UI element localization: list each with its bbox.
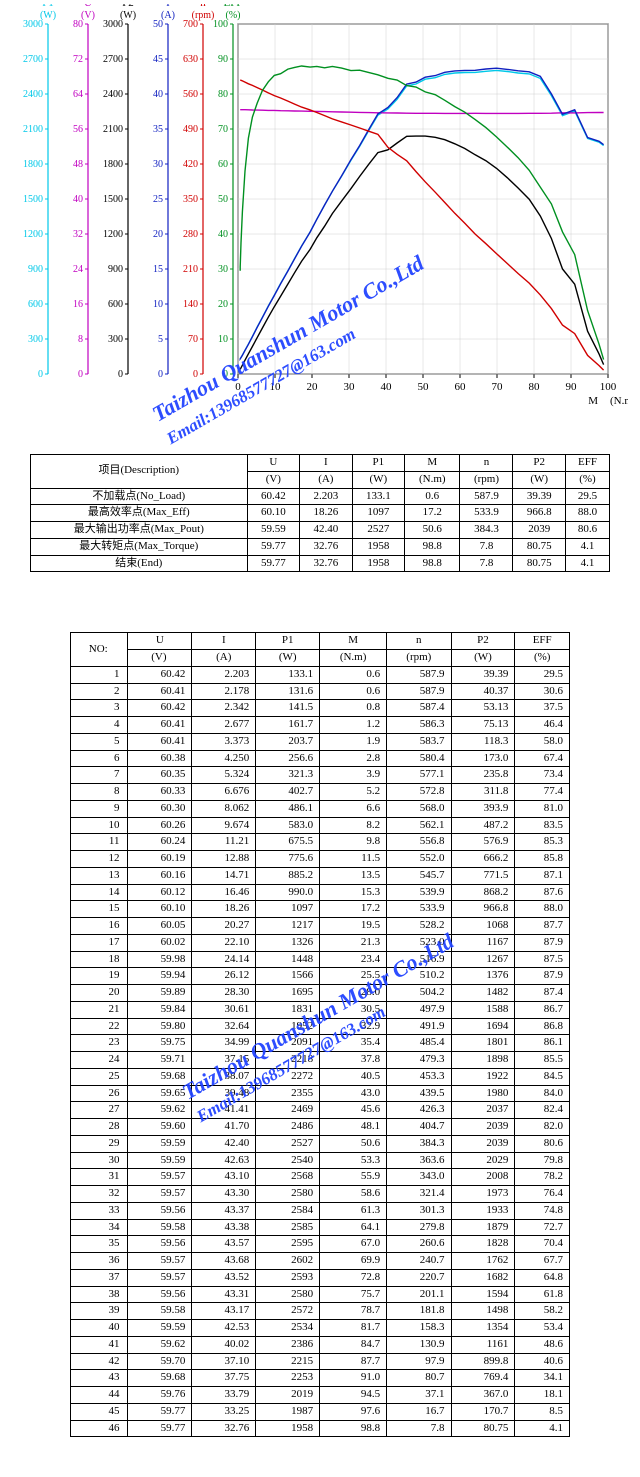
svg-text:10: 10 [270,381,282,393]
svg-text:70: 70 [188,334,198,345]
svg-text:300: 300 [28,334,43,345]
svg-text:10: 10 [218,334,228,345]
svg-text:30: 30 [344,381,356,393]
summary-table: 项目(Description)UIP1MnP2EFF(V)(A)(W)(N.m)… [30,454,610,572]
svg-text:1800: 1800 [23,159,43,170]
svg-text:60: 60 [455,381,467,393]
svg-text:2700: 2700 [23,54,43,65]
svg-text:1500: 1500 [23,194,43,205]
svg-text:490: 490 [183,124,198,135]
performance-chart: 0102030405060708090100M(N.m)P1(W)0300600… [8,4,628,424]
data-table: NO:UIP1MnP2EFF(V)(A)(W)(N.m)(rpm)(W)(%)1… [70,632,570,1437]
svg-text:900: 900 [28,264,43,275]
svg-text:P2: P2 [122,4,134,9]
svg-text:3000: 3000 [103,19,123,30]
svg-text:70: 70 [218,124,228,135]
svg-text:40: 40 [381,381,393,393]
svg-text:1200: 1200 [23,229,43,240]
svg-text:M: M [588,395,598,407]
svg-text:90: 90 [218,54,228,65]
svg-text:U: U [84,4,92,9]
svg-text:140: 140 [183,299,198,310]
svg-text:50: 50 [153,19,163,30]
svg-text:100: 100 [213,19,228,30]
svg-text:1200: 1200 [103,229,123,240]
svg-text:20: 20 [218,299,228,310]
svg-text:P1: P1 [42,4,54,9]
svg-text:I: I [166,4,170,9]
svg-text:700: 700 [183,19,198,30]
svg-text:630: 630 [183,54,198,65]
svg-text:0: 0 [78,369,83,380]
svg-text:30: 30 [153,159,163,170]
svg-text:2400: 2400 [23,89,43,100]
svg-text:50: 50 [418,381,430,393]
svg-text:350: 350 [183,194,198,205]
svg-text:20: 20 [153,229,163,240]
svg-text:0: 0 [235,381,241,393]
svg-text:(V): (V) [81,10,95,21]
svg-text:3000: 3000 [23,19,43,30]
svg-text:0: 0 [158,369,163,380]
svg-text:80: 80 [218,89,228,100]
svg-text:600: 600 [28,299,43,310]
svg-text:100: 100 [600,381,617,393]
svg-text:32: 32 [73,229,83,240]
svg-text:2100: 2100 [23,124,43,135]
svg-text:EFF: EFF [224,4,243,9]
svg-text:8: 8 [78,334,83,345]
svg-text:280: 280 [183,229,198,240]
svg-text:0: 0 [38,369,43,380]
svg-text:48: 48 [73,159,83,170]
svg-text:70: 70 [492,381,504,393]
svg-text:64: 64 [73,89,83,100]
svg-text:1800: 1800 [103,159,123,170]
svg-text:10: 10 [153,299,163,310]
svg-text:72: 72 [73,54,83,65]
svg-text:560: 560 [183,89,198,100]
svg-text:45: 45 [153,54,163,65]
svg-text:(A): (A) [161,10,175,21]
svg-text:(N.m): (N.m) [610,395,628,407]
svg-text:40: 40 [73,194,83,205]
svg-text:2700: 2700 [103,54,123,65]
svg-text:n: n [200,4,206,9]
svg-text:900: 900 [108,264,123,275]
svg-text:50: 50 [218,194,228,205]
svg-text:0: 0 [193,369,198,380]
svg-text:56: 56 [73,124,83,135]
svg-text:80: 80 [529,381,541,393]
svg-text:20: 20 [307,381,319,393]
svg-text:80: 80 [73,19,83,30]
svg-text:60: 60 [218,159,228,170]
svg-text:25: 25 [153,194,163,205]
svg-text:40: 40 [218,229,228,240]
svg-text:1500: 1500 [103,194,123,205]
svg-text:2400: 2400 [103,89,123,100]
svg-text:600: 600 [108,299,123,310]
svg-text:5: 5 [158,334,163,345]
svg-text:0: 0 [223,369,228,380]
svg-text:420: 420 [183,159,198,170]
svg-text:15: 15 [153,264,163,275]
svg-text:0: 0 [118,369,123,380]
svg-text:24: 24 [73,264,83,275]
svg-text:300: 300 [108,334,123,345]
svg-text:16: 16 [73,299,83,310]
svg-text:210: 210 [183,264,198,275]
svg-text:30: 30 [218,264,228,275]
svg-text:35: 35 [153,124,163,135]
svg-text:2100: 2100 [103,124,123,135]
svg-text:90: 90 [566,381,578,393]
svg-text:40: 40 [153,89,163,100]
